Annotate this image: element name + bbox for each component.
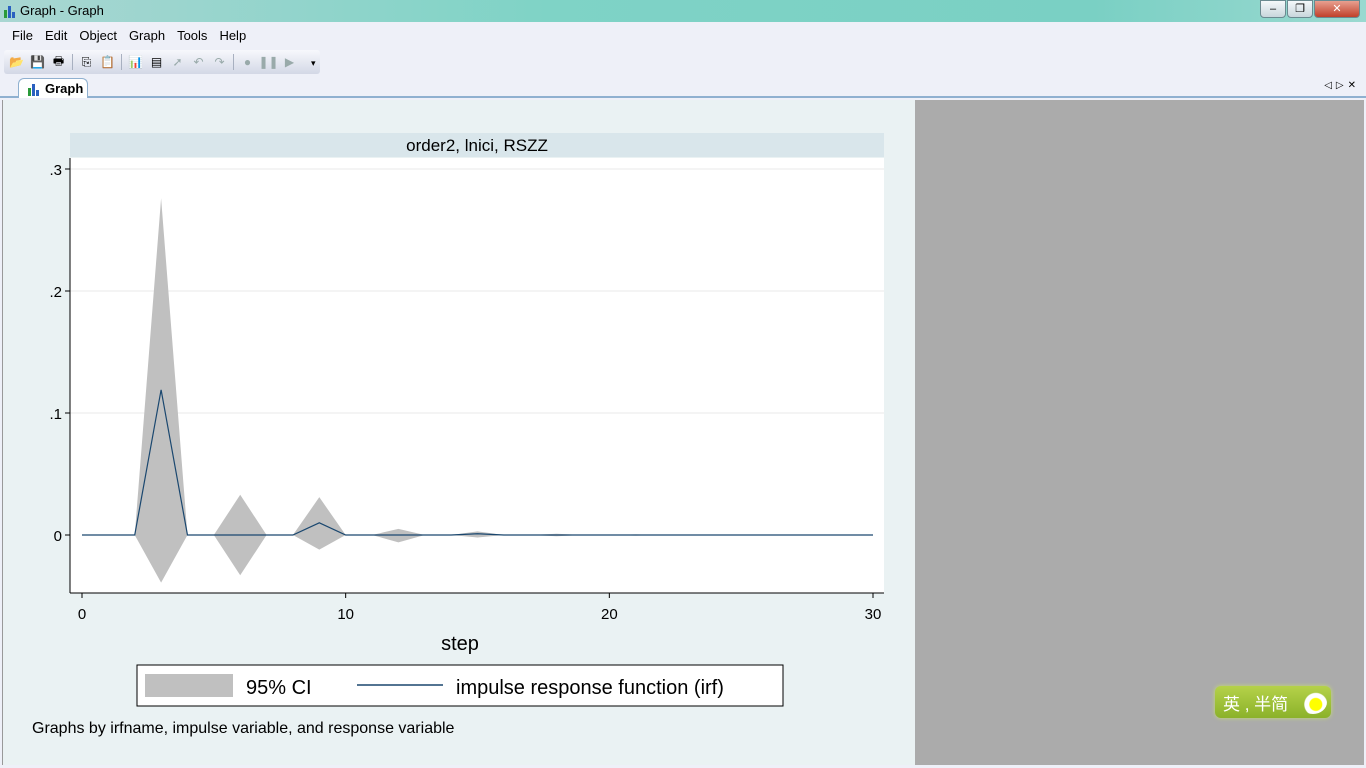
redo-icon[interactable]: ↷ bbox=[214, 55, 225, 69]
tab-prev-icon[interactable]: ◁ bbox=[1324, 80, 1336, 91]
save-icon[interactable]: 💾 bbox=[30, 55, 45, 69]
pause-icon[interactable]: ❚❚ bbox=[258, 55, 279, 69]
x-tick-label: 10 bbox=[337, 606, 354, 623]
preview-icon[interactable]: ▤ bbox=[150, 55, 163, 69]
chart-note: Graphs by irfname, impulse variable, and… bbox=[32, 720, 455, 737]
legend-box bbox=[136, 664, 784, 707]
legend-ci-swatch bbox=[145, 674, 233, 697]
daisy-icon bbox=[1299, 690, 1327, 714]
x-axis-title: step bbox=[441, 633, 479, 655]
legend-irf-label: impulse response function (irf) bbox=[456, 677, 724, 699]
y-tick-label: .1 bbox=[49, 406, 62, 423]
y-tick-label: .3 bbox=[49, 162, 62, 179]
ime-indicator[interactable]: 英 , 半简 bbox=[1215, 686, 1331, 718]
pointer-icon[interactable]: ➚ bbox=[172, 55, 183, 69]
graph-editor-icon[interactable]: 📊 bbox=[128, 55, 143, 69]
copy-icon[interactable]: ⎘ bbox=[81, 54, 92, 69]
x-tick-label: 30 bbox=[865, 606, 882, 623]
graph-icon bbox=[28, 84, 39, 96]
tab-next-icon[interactable]: ▷ bbox=[1335, 80, 1348, 91]
irf-chart: order2, lnici, RSZZ 0 .1 .2 .3 0 10 20 30 step 95%… bbox=[32, 133, 884, 737]
tab-strip: Graph ◁▷✕ bbox=[0, 78, 1366, 98]
title-bar: Graph - Graph – ❐ ✕ bbox=[0, 0, 1366, 22]
close-button[interactable]: ✕ bbox=[1314, 0, 1360, 18]
stata-graph-icon bbox=[4, 6, 15, 18]
menu-help[interactable]: Help bbox=[219, 28, 247, 43]
y-tick-label: 0 bbox=[54, 528, 62, 545]
window-title: Graph - Graph bbox=[20, 3, 104, 18]
ime-label: 英 , 半简 bbox=[1223, 695, 1289, 714]
subtitle-strip bbox=[70, 133, 884, 157]
play-icon[interactable]: ▶ bbox=[284, 55, 295, 69]
menu-graph[interactable]: Graph bbox=[128, 28, 166, 43]
menu-file[interactable]: File bbox=[12, 28, 33, 43]
open-icon[interactable]: 📂 bbox=[9, 55, 24, 69]
ci-band bbox=[82, 198, 873, 583]
menu-edit[interactable]: Edit bbox=[44, 28, 68, 43]
empty-workspace bbox=[915, 100, 1364, 765]
irf-line bbox=[82, 389, 873, 536]
toolbar-separator bbox=[121, 54, 122, 70]
undo-icon[interactable]: ↶ bbox=[193, 55, 204, 69]
record-icon[interactable]: ● bbox=[243, 55, 252, 69]
menu-tools[interactable]: Tools bbox=[177, 28, 208, 43]
x-tick-label: 20 bbox=[601, 606, 618, 623]
plot-area bbox=[70, 158, 884, 593]
print-icon[interactable]: 🖶 bbox=[52, 53, 65, 68]
chart-subtitle: order2, lnici, RSZZ bbox=[406, 136, 548, 155]
menu-object[interactable]: Object bbox=[79, 28, 117, 43]
toolbar-separator bbox=[72, 54, 73, 70]
x-tick-label: 0 bbox=[78, 606, 86, 623]
y-tick-label: .2 bbox=[49, 284, 62, 301]
toolbar: 📂 💾 🖶 ⎘ 📋 📊 ▤ ➚ ↶ ↷ ● ❚❚ ▶ bbox=[4, 50, 320, 74]
tab-graph[interactable]: Graph bbox=[18, 78, 88, 98]
tab-close-icon[interactable]: ✕ bbox=[1347, 80, 1360, 91]
minimize-button[interactable]: – bbox=[1260, 0, 1286, 18]
paste-icon[interactable]: 📋 bbox=[100, 55, 115, 69]
toolbar-separator bbox=[233, 54, 234, 70]
legend-ci-label: 95% CI bbox=[246, 677, 312, 699]
restore-button[interactable]: ❐ bbox=[1287, 0, 1313, 18]
graph-panel: order2, lnici, RSZZ 0 .1 .2 .3 0 10 20 30 step 95%… bbox=[2, 100, 915, 765]
tab-label: Graph bbox=[45, 81, 84, 96]
toolbar-overflow-icon[interactable]: ▾ bbox=[311, 58, 316, 68]
menu-bar: File Edit Object Graph Tools Help bbox=[0, 24, 1366, 46]
